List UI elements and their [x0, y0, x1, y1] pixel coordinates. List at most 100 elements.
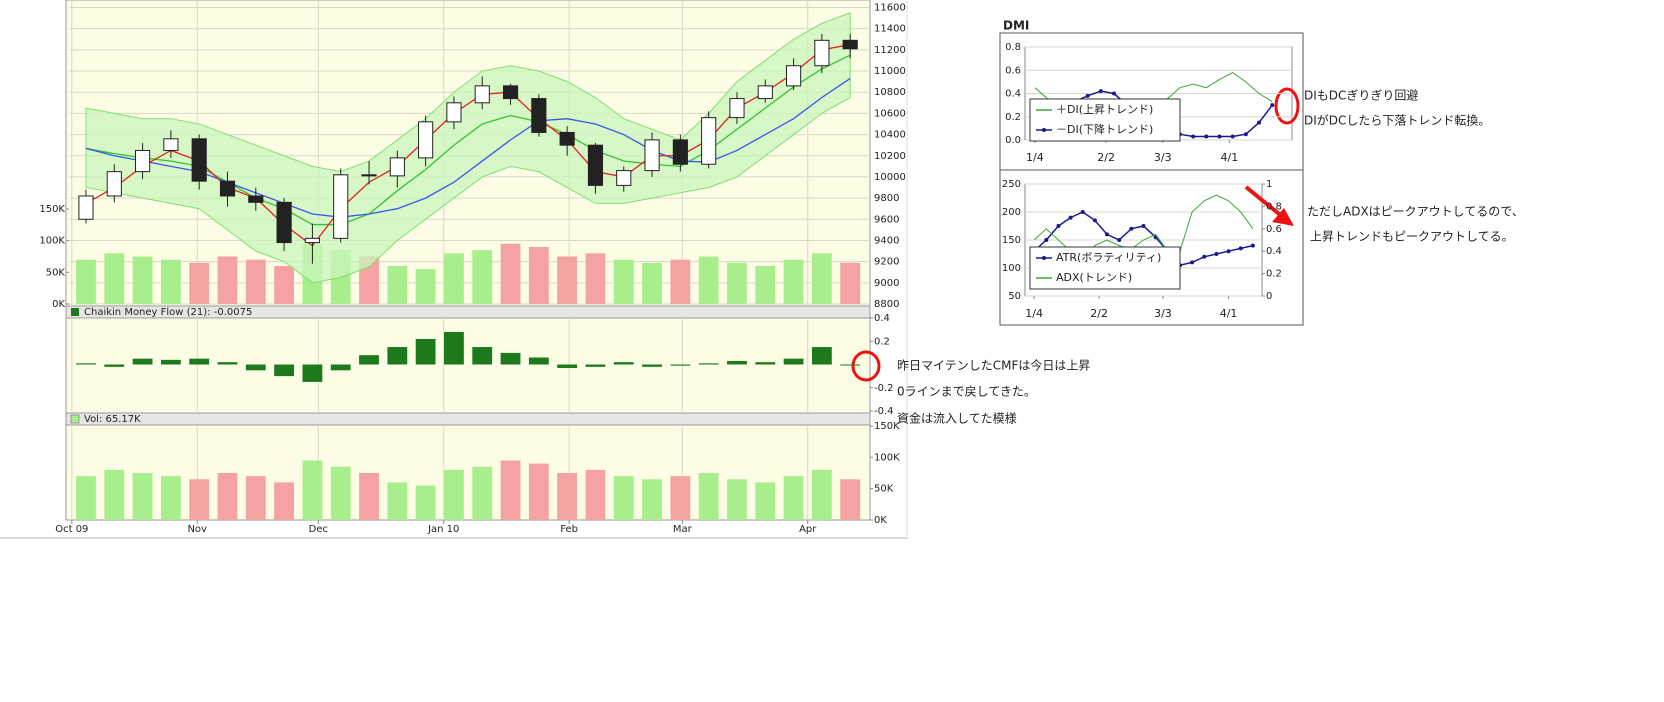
volume-bar — [444, 253, 464, 304]
y-tick-label: 0.0 — [1005, 135, 1021, 146]
point — [1243, 132, 1248, 137]
y-tick-label: 250 — [1002, 179, 1021, 190]
point — [1226, 249, 1231, 254]
y-tick-label: 9400 — [874, 235, 899, 246]
candle-body — [219, 180, 236, 197]
cmf-icon — [71, 308, 79, 316]
candle-body — [842, 39, 858, 50]
y-tick-label: 10600 — [874, 108, 906, 119]
bar — [500, 352, 521, 365]
volume-bar — [528, 246, 549, 304]
y-tick-label: 0K — [874, 515, 887, 526]
candle-body — [418, 121, 434, 159]
volume-bar — [698, 256, 719, 304]
y-tick-label: 100K — [874, 452, 900, 463]
candle-body — [106, 171, 122, 197]
point — [1191, 134, 1196, 139]
candle-body — [559, 131, 575, 146]
candle-body — [729, 98, 745, 119]
bar — [76, 363, 96, 365]
x-tick-label: 1/4 — [1026, 151, 1044, 164]
bar — [415, 338, 436, 365]
volume-bar — [585, 253, 606, 304]
cmf-panel — [65, 317, 871, 414]
bar — [783, 476, 804, 520]
volume-bar — [387, 265, 408, 304]
bar — [670, 364, 691, 366]
y-tick-label: 50K — [874, 484, 894, 495]
volume-bar — [613, 259, 634, 304]
legend-label: ADX(トレンド) — [1056, 271, 1132, 284]
bar — [302, 364, 323, 382]
bar — [132, 473, 153, 520]
highlight-circle — [1274, 87, 1300, 125]
candle-body — [531, 98, 547, 133]
bar — [557, 473, 578, 520]
bar — [557, 364, 578, 368]
highlight-circle — [851, 350, 881, 382]
bar — [642, 479, 662, 520]
bar — [811, 347, 832, 365]
bar — [217, 473, 238, 520]
point — [1068, 215, 1073, 220]
point — [1204, 134, 1209, 139]
annotation: ただしADXはピークアウトしてるので、 — [1307, 205, 1524, 219]
candle-body — [814, 39, 830, 67]
bar — [104, 469, 125, 520]
point — [1117, 238, 1122, 242]
annotation: 昨日マイテンしたCMFは今日は上昇 — [897, 358, 1090, 373]
point — [1141, 224, 1146, 228]
volume-bar — [755, 265, 776, 304]
bar — [811, 469, 832, 520]
bar — [727, 361, 747, 365]
annotation: 資金は流入してた模様 — [897, 411, 1017, 426]
point — [1217, 134, 1222, 139]
legend-box — [1029, 246, 1181, 290]
x-tick-label: Nov — [187, 524, 207, 535]
vol-panel — [65, 424, 871, 521]
y-tick-label: 0.4 — [1266, 246, 1282, 257]
x-tick-label: Jan 10 — [427, 524, 459, 535]
candle-body — [474, 85, 490, 104]
point — [1250, 243, 1255, 248]
point — [1098, 89, 1103, 94]
x-tick-label: 1/4 — [1025, 307, 1043, 320]
vol-icon — [70, 414, 80, 424]
legend-label: ATR(ボラティリティ) — [1056, 251, 1161, 264]
y-tick-label: 9600 — [874, 214, 899, 225]
candle-body — [616, 170, 632, 186]
bar — [217, 362, 238, 365]
bar — [189, 479, 210, 520]
candle-body — [135, 149, 151, 173]
y-tick-label: 150 — [1002, 235, 1021, 246]
volume-bar — [104, 253, 125, 304]
bar — [160, 476, 181, 520]
bar — [613, 362, 634, 365]
y-tick-label: 11400 — [874, 24, 906, 35]
bar — [755, 482, 776, 520]
candle-body — [78, 195, 94, 220]
bar — [613, 476, 634, 520]
bar — [783, 358, 804, 365]
x-tick-label: Feb — [560, 524, 578, 535]
point — [1129, 226, 1134, 231]
bar — [727, 479, 747, 520]
y-tick-label: 9200 — [874, 257, 899, 268]
volume-bar — [217, 256, 238, 304]
point — [1230, 134, 1235, 139]
vol-header — [65, 412, 871, 426]
x-tick-label: 4/1 — [1220, 307, 1238, 320]
y-tick-label: 0.6 — [1266, 224, 1282, 235]
bar — [132, 358, 153, 365]
volume-bar — [670, 259, 691, 304]
bar — [444, 469, 464, 520]
candle-body — [276, 201, 292, 244]
point — [1214, 252, 1219, 256]
y-tick-label: 9000 — [874, 278, 899, 289]
annotation: 上昇トレンドもピークアウトしてる。 — [1310, 230, 1514, 244]
bar — [160, 359, 181, 365]
volume-bar — [783, 259, 804, 304]
bar — [76, 476, 96, 520]
bar — [330, 364, 351, 371]
y-tick-label: 0 — [1266, 291, 1272, 302]
